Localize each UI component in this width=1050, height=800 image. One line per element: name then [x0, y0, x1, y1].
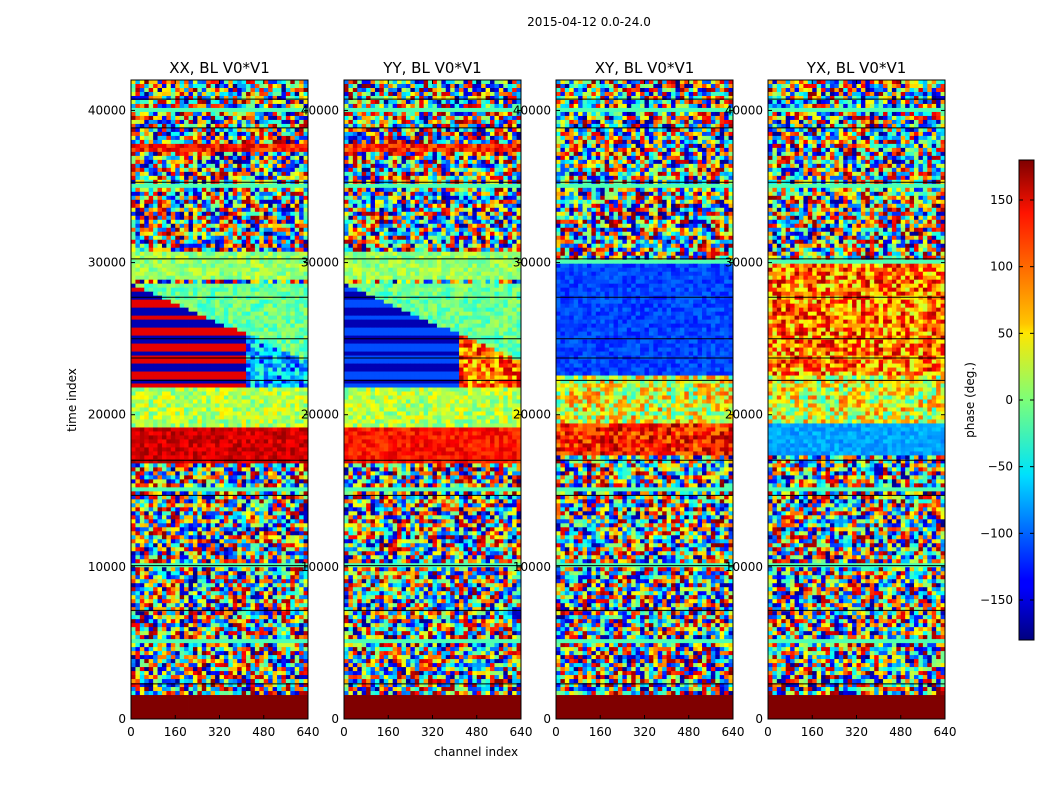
x-tick-label: 320	[208, 725, 231, 739]
colorbar-tick-label: 100	[990, 260, 1013, 274]
x-tick-label: 320	[845, 725, 868, 739]
y-tick-label: 30000	[513, 256, 551, 270]
y-tick-label: 40000	[725, 103, 763, 117]
heatmap-xx	[131, 80, 309, 720]
x-tick-label: 160	[164, 725, 187, 739]
heatmap-yx	[768, 80, 946, 720]
y-tick-label: 20000	[301, 408, 339, 422]
panels: XX, BL V0*V1 0 160 320 480 640 0 10000 20000 3000…	[88, 59, 957, 739]
y-tick-label: 40000	[513, 103, 551, 117]
y-tick-label: 30000	[88, 256, 126, 270]
x-tick-label: 160	[589, 725, 612, 739]
colorbar-tick-label: 50	[998, 326, 1013, 340]
y-tick-label: 10000	[301, 560, 339, 574]
y-tick-label: 40000	[88, 103, 126, 117]
y-tick-label: 0	[118, 712, 126, 726]
y-tick-label: 20000	[513, 408, 551, 422]
y-tick-label: 10000	[513, 560, 551, 574]
x-tick-label: 480	[889, 725, 912, 739]
y-tick-label: 30000	[725, 256, 763, 270]
colorbar-tick-label: −100	[980, 526, 1013, 540]
x-tick-label: 480	[465, 725, 488, 739]
heatmap-xy	[556, 80, 734, 720]
y-tick-label: 10000	[88, 560, 126, 574]
x-tick-label: 480	[252, 725, 275, 739]
x-tick-label: 640	[934, 725, 957, 739]
panel-yx: YX, BL V0*V1 0 160 320 480 640 0 10000 20000 3000…	[725, 59, 957, 739]
y-tick-label: 0	[755, 712, 763, 726]
panel-title: YY, BL V0*V1	[382, 59, 481, 77]
x-tick-label: 160	[377, 725, 400, 739]
y-tick-label: 0	[331, 712, 339, 726]
panel-yy: YY, BL V0*V1 0 160 320 480 640 0 10000 20000 3000…	[301, 59, 533, 739]
y-tick-label: 20000	[88, 408, 126, 422]
x-tick-label: 0	[552, 725, 560, 739]
colorbar-tick-label: 150	[990, 193, 1013, 207]
x-tick-label: 640	[510, 725, 533, 739]
panel-xy: XY, BL V0*V1 0 160 320 480 640 0 10000 20000 3000…	[513, 59, 745, 739]
y-tick-label: 30000	[301, 256, 339, 270]
colorbar-tick-label: −50	[988, 460, 1013, 474]
colorbar-tick-label: −150	[980, 593, 1013, 607]
x-tick-label: 0	[127, 725, 135, 739]
y-tick-label: 40000	[301, 103, 339, 117]
x-tick-label: 640	[722, 725, 745, 739]
panel-title: XY, BL V0*V1	[595, 59, 695, 77]
x-tick-label: 160	[801, 725, 824, 739]
x-axis-label: channel index	[434, 745, 518, 759]
colorbar: 150 100 50 0 −50 −100 −150 phase (deg.)	[963, 159, 1035, 641]
panel-xx: XX, BL V0*V1 0 160 320 480 640 0 10000 20000 3000…	[88, 59, 320, 739]
colorbar-ticks: 150 100 50 0 −50 −100 −150	[980, 193, 1034, 607]
x-tick-label: 320	[633, 725, 656, 739]
heatmap-yy	[344, 80, 522, 720]
y-tick-label: 0	[543, 712, 551, 726]
x-tick-label: 0	[764, 725, 772, 739]
colorbar-tick-label: 0	[1005, 393, 1013, 407]
y-tick-label: 20000	[725, 408, 763, 422]
y-axis-label: time index	[65, 368, 79, 432]
panel-title: YX, BL V0*V1	[806, 59, 907, 77]
x-tick-label: 640	[297, 725, 320, 739]
panel-title: XX, BL V0*V1	[169, 59, 270, 77]
figure-suptitle: 2015-04-12 0.0-24.0	[527, 15, 651, 29]
y-tick-label: 10000	[725, 560, 763, 574]
x-tick-label: 480	[677, 725, 700, 739]
x-tick-label: 0	[340, 725, 348, 739]
x-tick-label: 320	[421, 725, 444, 739]
colorbar-label: phase (deg.)	[963, 362, 977, 438]
